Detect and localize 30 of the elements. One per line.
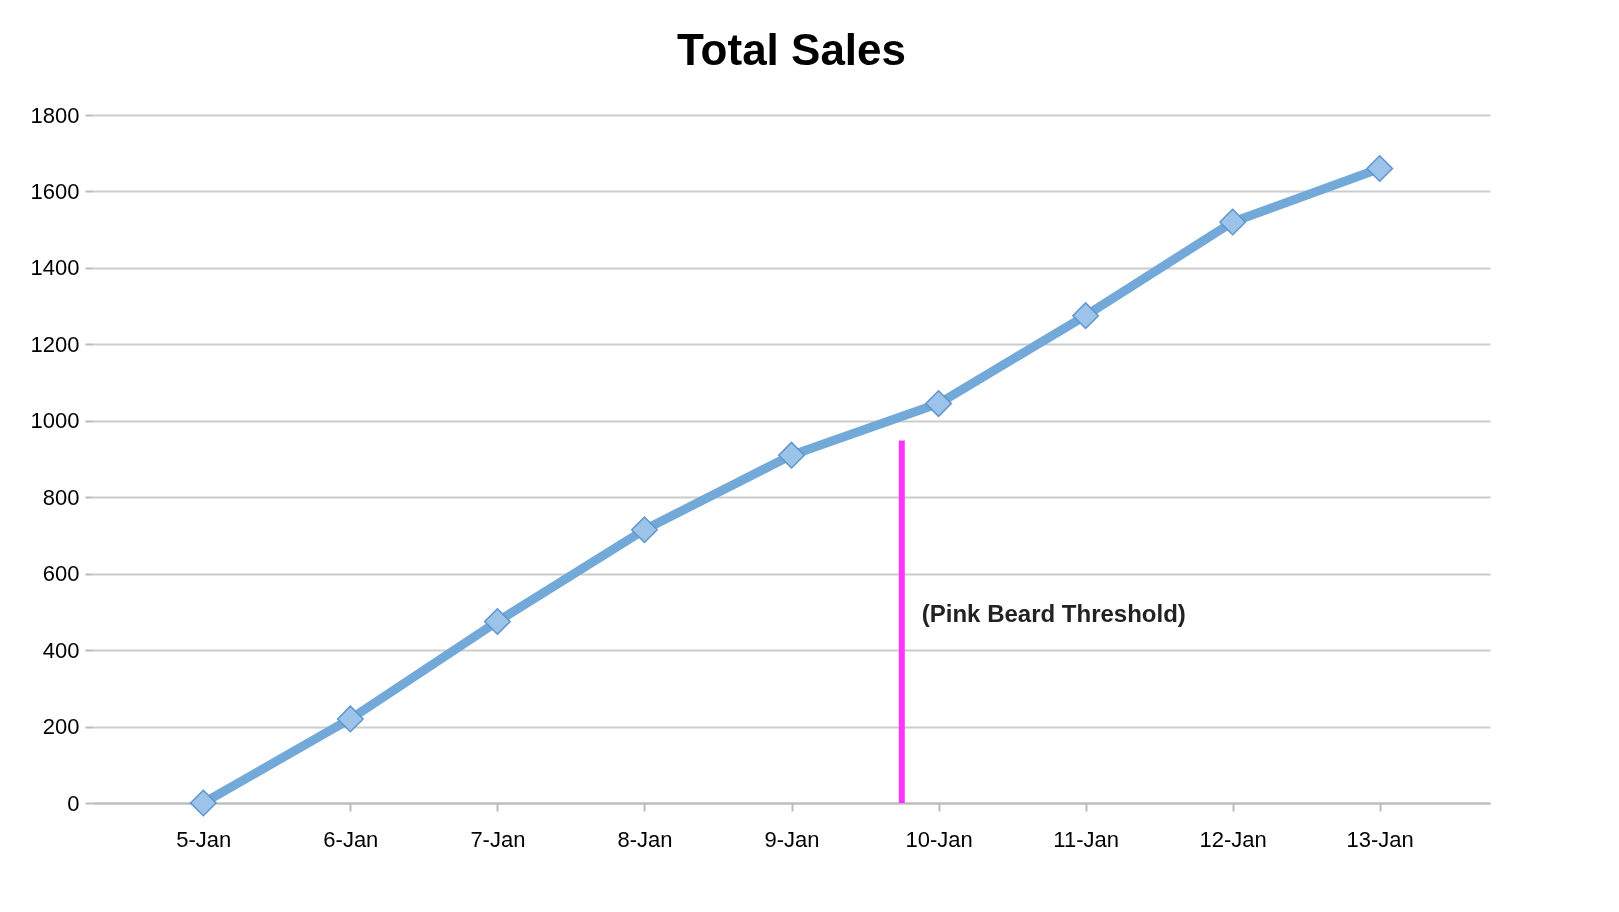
x-tick-label: 8-Jan — [617, 826, 673, 852]
point — [778, 441, 805, 469]
chart-title: Total Sales — [676, 25, 907, 74]
y-tick-label: 0 — [67, 790, 80, 816]
point — [1219, 208, 1247, 236]
y-tick-label: 1800 — [30, 102, 80, 128]
x-tick-label: 7-Jan — [470, 826, 526, 852]
point — [1072, 302, 1100, 330]
x-tick-label: 13-Jan — [1346, 826, 1414, 852]
x-tick-label: 10-Jan — [905, 826, 973, 852]
y-tick-label: 600 — [42, 561, 80, 587]
point — [189, 789, 217, 817]
y-tick-label: 1000 — [30, 408, 80, 434]
y-tick-label: 400 — [42, 637, 80, 663]
y-tick-label: 800 — [42, 484, 80, 510]
point — [336, 705, 364, 733]
y-tick-label: 1400 — [30, 255, 80, 281]
y-tick-label: 1600 — [30, 178, 80, 204]
x-tick-label: 12-Jan — [1199, 826, 1267, 852]
y-tick-label: 1200 — [30, 331, 80, 357]
point — [1366, 155, 1394, 183]
x-tick-label: 9-Jan — [764, 826, 820, 852]
point — [630, 516, 658, 544]
y-tick-label: 200 — [42, 714, 80, 740]
x-tick-label: 5-Jan — [176, 826, 232, 852]
ref-line-label: (Pink Beard Threshold) — [921, 599, 1186, 627]
x-tick-label: 11-Jan — [1053, 826, 1119, 852]
x-tick-label: 6-Jan — [323, 826, 379, 852]
point — [925, 390, 953, 418]
point — [483, 607, 511, 635]
